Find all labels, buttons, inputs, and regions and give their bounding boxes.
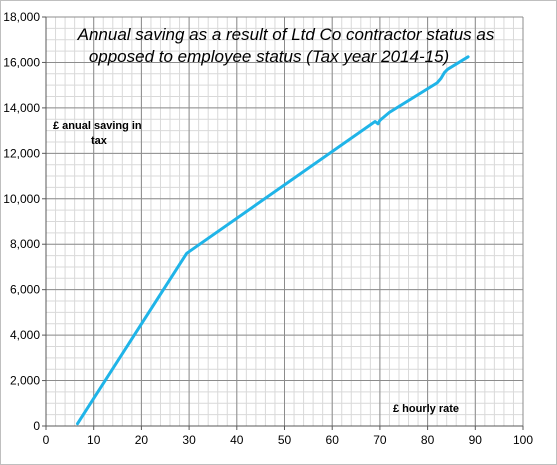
y-tick-label: 6,000 <box>10 283 40 297</box>
series-layer <box>76 55 470 426</box>
x-tick-label: 30 <box>182 433 196 447</box>
x-tick-label: 40 <box>230 433 244 447</box>
axes <box>42 17 523 430</box>
x-tick-label: 70 <box>373 433 387 447</box>
y-axis-label-line-2: tax <box>91 135 108 147</box>
y-tick-label: 8,000 <box>10 237 40 251</box>
x-axis-label: £ hourly rate <box>393 403 459 415</box>
y-tick-label: 4,000 <box>10 328 40 342</box>
series-line <box>76 55 470 426</box>
x-tick-label: 50 <box>278 433 292 447</box>
chart-title-line-1: Annual saving as a result of Ltd Co cont… <box>77 25 495 44</box>
y-tick-label: 2,000 <box>10 374 40 388</box>
x-tick-label: 0 <box>43 433 50 447</box>
x-tick-label: 90 <box>469 433 483 447</box>
x-tick-label: 60 <box>326 433 340 447</box>
x-tick-label: 10 <box>87 433 101 447</box>
y-tick-label: 18,000 <box>3 10 40 24</box>
x-tick-label: 80 <box>421 433 435 447</box>
y-tick-label: 16,000 <box>3 55 40 69</box>
major-gridlines <box>45 16 524 427</box>
y-axis-ticks: 0 2,000 4,000 6,000 8,000 10,000 12,000 14,000 1… <box>3 10 46 433</box>
x-tick-label: 100 <box>513 433 533 447</box>
y-tick-label: 10,000 <box>3 192 40 206</box>
x-tick-label: 20 <box>135 433 149 447</box>
y-tick-label: 14,000 <box>3 101 40 115</box>
chart-title-line-2: opposed to employee status (Tax year 201… <box>89 47 449 66</box>
y-axis-label-line-1: £ anual saving in <box>53 120 142 132</box>
x-axis-ticks: 0 10 20 30 40 50 60 70 80 90 100 <box>43 426 533 447</box>
y-tick-label: 0 <box>33 419 40 433</box>
y-tick-label: 12,000 <box>3 146 40 160</box>
